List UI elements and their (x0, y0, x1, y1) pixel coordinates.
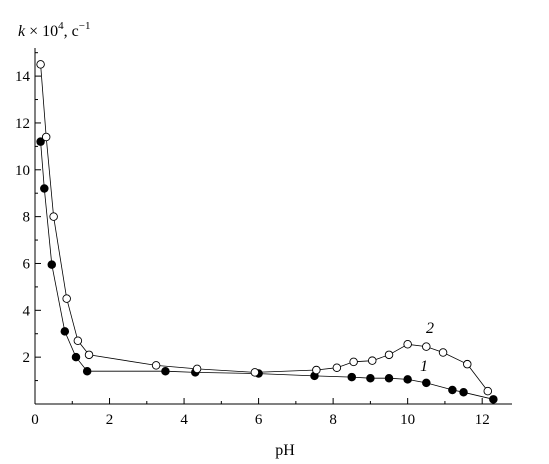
y-tick-label: 14 (15, 69, 31, 85)
series-1-point (36, 137, 45, 146)
series-2-point (36, 60, 45, 69)
series-2-point (62, 294, 71, 303)
series-1-point (40, 184, 49, 193)
series-2-point (84, 350, 94, 360)
series-2-point (483, 386, 493, 396)
series-2-point (312, 365, 321, 375)
y-tick-label: 2 (23, 350, 31, 366)
series-1-point (384, 373, 394, 383)
series-1-point (47, 260, 57, 269)
y-tick-label: 10 (15, 163, 30, 179)
x-tick-label: 12 (475, 412, 490, 428)
x-axis-title: pH (275, 442, 295, 459)
y-axis-title-var: k (18, 23, 26, 40)
x-tick-label: 10 (400, 412, 415, 428)
series-2-point (349, 357, 358, 367)
x-tick-label: 6 (255, 412, 263, 428)
series-1-point (60, 327, 70, 336)
series-2-point (73, 336, 83, 346)
series-2-point (422, 342, 431, 351)
series-1-point (448, 385, 457, 395)
y-axis-title: k × 104, c−1 (18, 20, 90, 40)
series-1-line (40, 141, 494, 400)
series-1-point (422, 378, 431, 388)
x-tick-label: 8 (329, 412, 337, 428)
series-1-point (459, 388, 468, 397)
series-2-point (151, 361, 161, 370)
y-tick-label: 6 (23, 256, 31, 272)
series-1-point (71, 352, 81, 362)
series-1-point (489, 395, 498, 404)
y-axis-title-unit: , c (64, 23, 79, 40)
series-1-point (366, 373, 375, 383)
y-axis-title-mid: × 10 (25, 23, 58, 40)
series-label-1: 1 (420, 358, 428, 375)
series-2-point (41, 132, 51, 142)
series-1-point (403, 375, 412, 384)
y-axis-title-text: k × 104, c−1 (18, 20, 90, 40)
series-2-point (250, 368, 260, 377)
series-1-point (347, 372, 357, 382)
y-axis-title-unit-exp: −1 (79, 20, 91, 32)
x-tick-label: 2 (106, 412, 114, 428)
y-tick-label: 8 (23, 210, 31, 226)
series-layer (36, 60, 498, 404)
y-axis-title-exp: 4 (58, 20, 64, 32)
series-2-point (368, 356, 377, 365)
series-2-point (438, 348, 448, 357)
series-2-point (49, 212, 58, 221)
series-2-point (463, 359, 472, 369)
y-tick-label: 4 (23, 303, 31, 319)
series-2-point (192, 364, 202, 374)
series-1-point (82, 366, 92, 376)
series-2-point (384, 350, 394, 360)
x-tick-label: 0 (31, 412, 39, 428)
series-2-point (403, 340, 412, 349)
series-2-point (332, 363, 342, 372)
series-label-2: 2 (426, 320, 434, 337)
series-2-line (40, 64, 489, 392)
series-1-point (161, 366, 170, 376)
y-tick-label: 12 (15, 116, 30, 132)
x-tick-label: 4 (180, 412, 188, 428)
